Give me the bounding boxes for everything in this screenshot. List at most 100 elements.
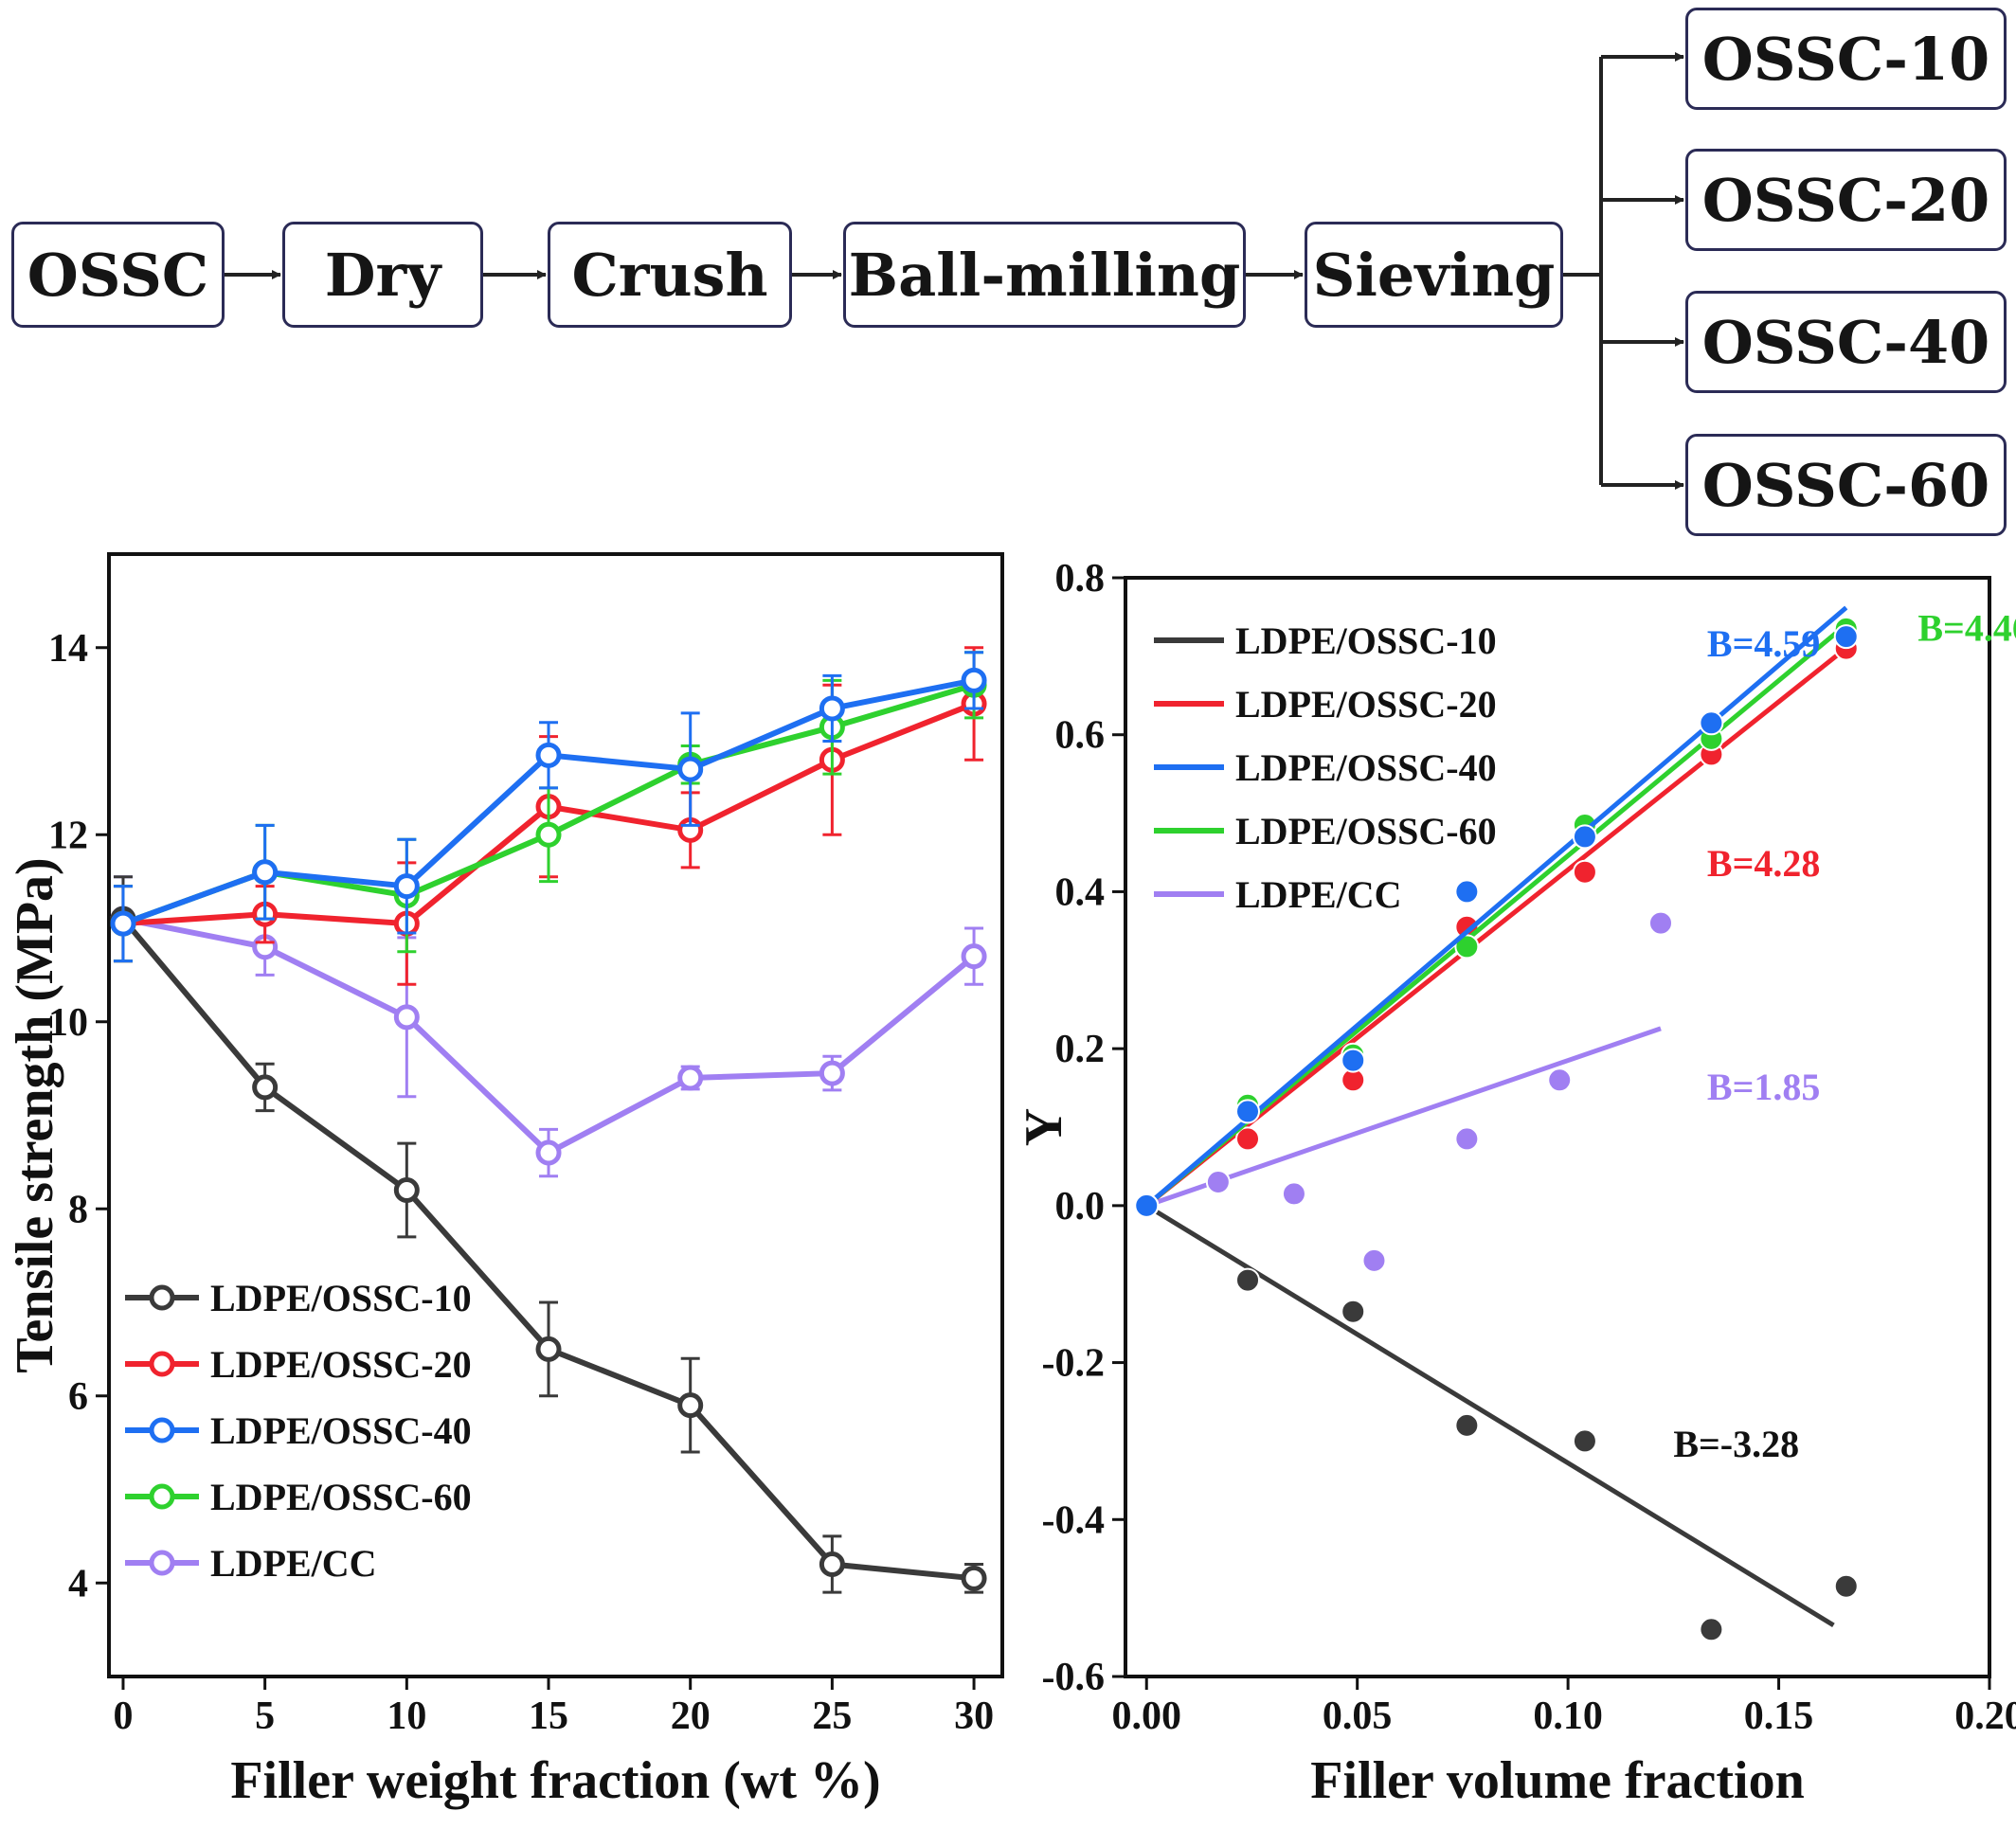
data-point — [1572, 824, 1597, 850]
fit-line — [1144, 1203, 1835, 1627]
legend: LDPE/OSSC-10 LDPE/OSSC-20 LDPE/OSSC-40 LDPE… — [1154, 619, 1497, 916]
data-point — [1699, 710, 1724, 736]
data-point — [1454, 1412, 1480, 1438]
legend-label: LDPE/OSSC-10 — [210, 1277, 472, 1319]
y-tick-label: 0.2 — [1055, 1028, 1106, 1071]
data-point — [1572, 859, 1597, 885]
y-tick-label: 0.4 — [1055, 870, 1106, 914]
flow-step-crush: Crush — [548, 222, 792, 328]
x-tick-label: 0.20 — [1954, 1695, 2016, 1738]
x-tick-label: 10 — [387, 1695, 426, 1738]
data-point — [1454, 934, 1480, 959]
data-point — [1699, 1617, 1724, 1642]
data-point — [1235, 1126, 1261, 1152]
data-point — [1454, 879, 1480, 905]
legend-label: LDPE/OSSC-40 — [1235, 746, 1497, 789]
fit-line — [1144, 646, 1848, 1208]
x-tick-label: 0 — [113, 1695, 133, 1738]
plot-frame — [107, 552, 1004, 1678]
fit-line — [1144, 605, 1848, 1208]
data-point — [1281, 1181, 1306, 1207]
flow-arrows — [225, 52, 1684, 490]
data-point — [1341, 1299, 1366, 1324]
plot-frame — [1124, 576, 1991, 1678]
data-point — [1833, 1573, 1859, 1599]
tensile-strength-chart: 0 5 10 15 20 25 30 4 6 8 10 12 14 Filler weight fract… — [6, 552, 1004, 1810]
flow-output-ossc-60: OSSC-60 — [1685, 434, 2007, 536]
y-tick-label: 4 — [68, 1562, 88, 1605]
flow-step-ossc: OSSC — [11, 222, 225, 328]
y-tick-label: 14 — [48, 627, 88, 671]
x-tick-label: 30 — [954, 1695, 994, 1738]
data-point — [961, 1565, 987, 1591]
legend-label: LDPE/CC — [1235, 873, 1402, 916]
data-point — [1134, 1192, 1160, 1218]
data-point — [1547, 1067, 1573, 1093]
x-tick-label: 0.00 — [1111, 1695, 1181, 1738]
slope-label: B=1.85 — [1707, 1066, 1820, 1108]
slope-label: B=4.46 — [1917, 606, 2016, 649]
legend-marker — [149, 1550, 175, 1576]
data-point — [1205, 1170, 1231, 1194]
data-point — [1235, 1267, 1261, 1293]
y-tick-label: 0.6 — [1055, 714, 1106, 758]
data-point — [1572, 1428, 1597, 1454]
legend-label: LDPE/CC — [210, 1542, 377, 1585]
data-point — [677, 1065, 704, 1091]
series-line — [122, 916, 976, 1157]
data-point — [819, 1551, 845, 1577]
x-tick-label: 5 — [255, 1695, 275, 1738]
flow-output-ossc-40: OSSC-40 — [1685, 291, 2007, 393]
data-point — [961, 667, 987, 693]
y-tick-label: -0.2 — [1042, 1342, 1106, 1386]
slope-label: B=4.28 — [1707, 842, 1820, 885]
data-point — [110, 910, 136, 937]
data-point — [1361, 1247, 1387, 1273]
data-point — [819, 695, 845, 722]
y-tick-label: 10 — [48, 1001, 88, 1045]
legend-label: LDPE/OSSC-20 — [210, 1343, 472, 1386]
x-axis-label: Filler weight fraction (wt %) — [230, 1751, 880, 1810]
legend-label: LDPE/OSSC-10 — [1235, 619, 1497, 662]
series-ldpe-ossc-40: B=4.59 — [1134, 605, 1859, 1218]
data-point — [677, 756, 704, 782]
data-point — [1454, 1126, 1480, 1152]
legend: LDPE/OSSC-10 LDPE/OSSC-20 LDPE/OSSC-40 LDPE… — [125, 1277, 472, 1585]
flow-output-ossc-10: OSSC-10 — [1685, 8, 2007, 110]
x-tick-label: 15 — [529, 1695, 568, 1738]
data-point — [252, 859, 279, 886]
y-tick-label: 8 — [68, 1188, 88, 1231]
y-vs-volume-fraction-chart: 0.00 0.05 0.10 0.15 0.20 -0.6 -0.4 -0.2 0.0 0.2 0.… — [1023, 557, 2016, 1810]
series-ldpe-ossc-40 — [110, 651, 987, 963]
x-tick-label: 0.05 — [1323, 1695, 1393, 1738]
data-point — [1833, 624, 1859, 650]
flow-step-dry: Dry — [282, 222, 483, 328]
y-axis-label: Tensile strength (MPa) — [6, 857, 64, 1372]
legend-label: LDPE/OSSC-20 — [1235, 683, 1497, 726]
legend-marker — [149, 1284, 175, 1311]
data-point — [1235, 1099, 1261, 1124]
y-tick-label: 0.0 — [1055, 1185, 1106, 1228]
y-tick-label: 0.8 — [1055, 557, 1106, 601]
y-tick-label: 6 — [68, 1375, 88, 1419]
data-point — [535, 1336, 562, 1362]
data-point — [1647, 910, 1673, 936]
slope-label: B=4.59 — [1707, 622, 1820, 665]
data-point — [535, 1139, 562, 1166]
series-ldpe-cc: B=1.85 — [1134, 910, 1820, 1273]
flow-output-ossc-20: OSSC-20 — [1685, 149, 2007, 251]
x-axis-label: Filler volume fraction — [1310, 1751, 1805, 1810]
data-point — [677, 1392, 704, 1419]
flow-step-ball-milling: Ball-milling — [843, 222, 1246, 328]
legend-label: LDPE/OSSC-40 — [210, 1409, 472, 1452]
x-tick-label: 0.10 — [1533, 1695, 1603, 1738]
data-point — [1341, 1048, 1366, 1073]
data-point — [393, 1177, 420, 1203]
x-tick-label: 0.15 — [1744, 1695, 1814, 1738]
x-tick-label: 25 — [812, 1695, 852, 1738]
y-tick-label: -0.6 — [1042, 1656, 1106, 1699]
flow-step-sieving: Sieving — [1305, 222, 1563, 328]
legend-marker — [149, 1417, 175, 1443]
legend-label: LDPE/OSSC-60 — [1235, 810, 1497, 852]
data-point — [393, 873, 420, 900]
